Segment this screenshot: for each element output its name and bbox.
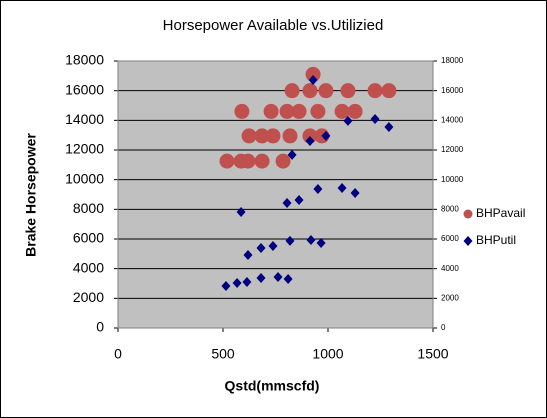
- point: [308, 74, 318, 85]
- y2-tick-label: 2000: [441, 293, 459, 302]
- point: [256, 273, 266, 284]
- point: [263, 103, 279, 119]
- y-tick-label: 16000: [65, 81, 104, 97]
- point: [219, 153, 235, 169]
- point: [275, 153, 291, 169]
- plot-border: [117, 60, 434, 329]
- plot-area: [118, 61, 433, 328]
- y2-tick-label: 4000: [441, 264, 459, 273]
- point: [256, 243, 266, 254]
- point: [313, 184, 323, 195]
- point: [367, 83, 383, 99]
- point: [236, 207, 246, 218]
- point: [232, 278, 242, 289]
- point: [243, 250, 253, 261]
- point: [265, 128, 281, 144]
- chart-title: Horsepower Available vs.Utilizied: [163, 17, 384, 34]
- y2-tick-label: 16000: [441, 86, 464, 95]
- point: [310, 103, 326, 119]
- point: [305, 135, 315, 146]
- x-axis-title: Qstd(mmscfd): [225, 378, 320, 394]
- point: [370, 113, 380, 124]
- y-tick-label: 4000: [73, 259, 104, 275]
- y2-tick-label: 0: [441, 323, 446, 332]
- y-tick-label: 8000: [73, 200, 104, 216]
- y-axis-title: Brake Horsepower: [23, 133, 39, 257]
- point: [384, 122, 394, 133]
- point: [302, 128, 318, 144]
- legend-marker: [463, 209, 473, 219]
- point: [302, 83, 318, 99]
- y2-tick-label: 18000: [441, 56, 464, 65]
- point: [221, 281, 231, 292]
- y-tick-label: 0: [96, 319, 104, 335]
- y2-tick-label: 14000: [441, 115, 464, 124]
- point: [254, 128, 270, 144]
- y-tick-label: 10000: [65, 170, 104, 186]
- x-tick-label: 1000: [312, 346, 343, 362]
- x-tick-label: 1500: [417, 346, 448, 362]
- point: [291, 103, 307, 119]
- y-tick-label: 18000: [65, 52, 104, 68]
- x-tick-label: 500: [211, 346, 235, 362]
- point: [321, 130, 331, 141]
- point: [350, 188, 360, 199]
- legend-label: BHPutil: [476, 233, 516, 247]
- point: [282, 197, 292, 208]
- point: [254, 153, 270, 169]
- point: [343, 115, 353, 126]
- legend-marker: [463, 236, 473, 246]
- point: [306, 235, 316, 246]
- y-tick-label: 6000: [73, 230, 104, 246]
- legend: [461, 200, 545, 255]
- point: [283, 274, 293, 285]
- point: [347, 103, 363, 119]
- y2-tick-label: 6000: [441, 234, 459, 243]
- y-tick-label: 12000: [65, 141, 104, 157]
- point: [287, 149, 297, 160]
- point: [240, 153, 256, 169]
- point: [381, 83, 397, 99]
- point: [285, 235, 295, 246]
- x-tick-label: 0: [114, 346, 122, 362]
- point: [242, 277, 252, 288]
- point: [340, 83, 356, 99]
- y2-tick-label: 10000: [441, 175, 464, 184]
- point: [334, 103, 350, 119]
- point: [268, 240, 278, 251]
- y2-tick-label: 12000: [441, 145, 464, 154]
- point: [337, 182, 347, 193]
- point: [279, 103, 295, 119]
- y-tick-label: 2000: [73, 289, 104, 305]
- point: [282, 128, 298, 144]
- point: [234, 103, 250, 119]
- point: [273, 271, 283, 282]
- y-tick-label: 14000: [65, 111, 104, 127]
- point: [294, 194, 304, 205]
- y2-tick-label: 8000: [441, 204, 459, 213]
- point: [305, 66, 321, 82]
- point: [316, 238, 326, 249]
- point: [318, 83, 334, 99]
- point: [241, 128, 257, 144]
- point: [284, 83, 300, 99]
- legend-label: BHPavail: [476, 206, 525, 220]
